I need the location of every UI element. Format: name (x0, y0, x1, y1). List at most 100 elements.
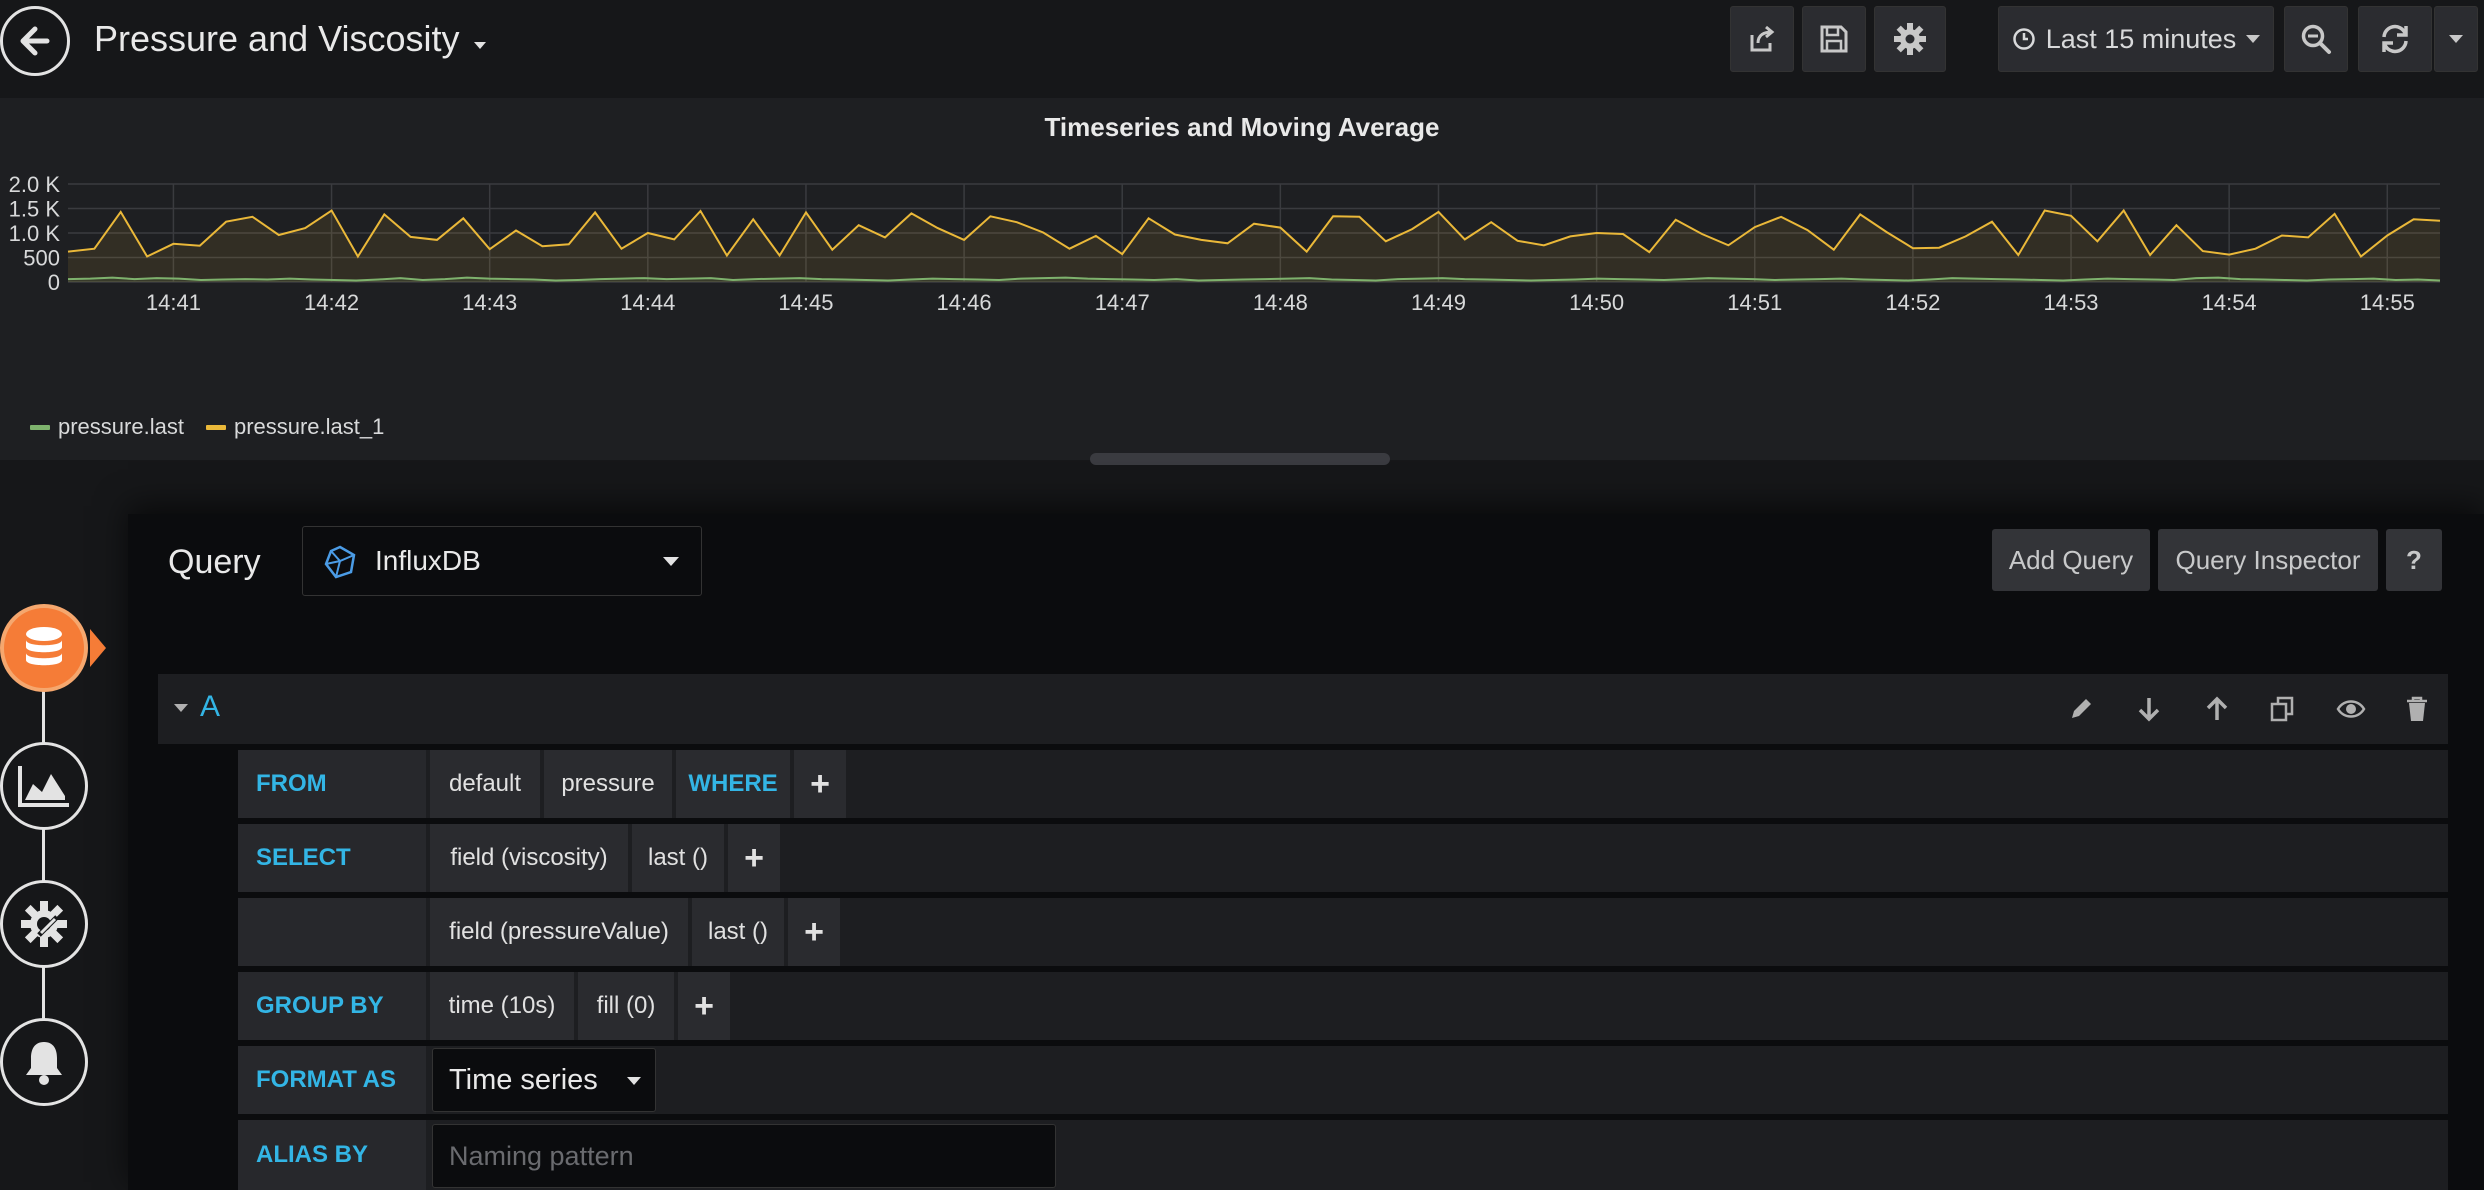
add-query-button[interactable]: Add Query (1992, 529, 2150, 591)
chevron-down-icon[interactable] (474, 42, 486, 49)
settings-button[interactable] (1874, 6, 1946, 72)
retention-policy-segment[interactable]: default (430, 750, 540, 818)
x-tick-label: 14:45 (778, 290, 833, 315)
format-as-keyword: FORMAT AS (238, 1046, 426, 1114)
trash-icon (2407, 696, 2427, 721)
measurement-segment[interactable]: pressure (544, 750, 672, 818)
legend-label: pressure.last_1 (233, 414, 385, 439)
add-select-part-button[interactable]: + (788, 898, 840, 966)
series-line-pressure-last_1 (67, 208, 2441, 259)
rail-visualization-tab[interactable] (0, 742, 88, 830)
add-where-button[interactable]: + (794, 750, 846, 818)
group-by-time-segment[interactable]: time (10s) (430, 972, 574, 1040)
delete-query-button[interactable] (2400, 692, 2434, 726)
clock-icon (2012, 28, 2035, 50)
select-keyword: SELECT (238, 824, 426, 892)
where-segment[interactable]: WHERE (676, 750, 790, 818)
add-select-part-button[interactable]: + (728, 824, 780, 892)
refresh-button[interactable] (2358, 6, 2432, 72)
edit-query-button[interactable] (2064, 692, 2098, 726)
panel-title[interactable]: Timeseries and Moving Average (1044, 112, 1440, 142)
help-button[interactable]: ? (2386, 529, 2442, 591)
legend-swatch (205, 424, 226, 430)
chevron-down-icon (2246, 35, 2261, 43)
top-navbar: Pressure and Viscosity (0, 0, 2484, 96)
chart-legend: pressure.last pressure.last_1 (30, 414, 406, 440)
fill-segment[interactable]: fill (0) (578, 972, 674, 1040)
series-line-pressure-last (67, 276, 2441, 282)
dashboard-title[interactable]: Pressure and Viscosity (94, 18, 460, 59)
gear-icon (1894, 23, 1926, 55)
database-icon (26, 627, 62, 666)
aggregation-segment[interactable]: last () (632, 824, 724, 892)
zoom-out-button[interactable] (2284, 6, 2348, 72)
time-range-label: Last 15 minutes (2045, 23, 2237, 54)
pencil-icon (2072, 699, 2091, 718)
active-tab-pointer (90, 629, 106, 667)
gear-wrench-icon (21, 901, 67, 947)
legend-item-pressure-last-1[interactable]: pressure.last_1 (205, 414, 385, 440)
toggle-visibility-button[interactable] (2334, 692, 2368, 726)
rail-general-tab[interactable] (0, 880, 88, 968)
legend-swatch (30, 424, 50, 430)
bell-icon (26, 1042, 62, 1085)
format-as-value: Time series (449, 1063, 598, 1096)
y-tick-label: 0 (48, 270, 60, 295)
x-tick-label: 14:53 (2043, 290, 2098, 315)
influxdb-icon (324, 545, 356, 579)
refresh-icon (2382, 24, 2408, 54)
eye-icon (2336, 700, 2366, 718)
from-row: FROM default pressure WHERE + (238, 750, 2448, 818)
query-row-header: A (158, 674, 2448, 744)
copy-icon (2270, 696, 2294, 722)
x-tick-label: 14:44 (620, 290, 675, 315)
group-by-row: GROUP BY time (10s) fill (0) + (238, 972, 2448, 1040)
y-tick-label: 1.0 K (9, 221, 61, 246)
format-as-row: FORMAT AS Time series (238, 1046, 2448, 1114)
y-tick-label: 2.0 K (9, 172, 61, 197)
share-button[interactable] (1730, 6, 1794, 72)
time-range-picker[interactable]: Last 15 minutes (1998, 6, 2274, 72)
query-ref-id[interactable]: A (200, 690, 221, 723)
x-tick-label: 14:54 (2202, 290, 2257, 315)
rail-alert-tab[interactable] (0, 1018, 88, 1106)
query-section-title: Query (168, 543, 261, 581)
move-up-button[interactable] (2200, 692, 2234, 726)
duplicate-query-button[interactable] (2266, 692, 2300, 726)
legend-label: pressure.last (58, 414, 184, 439)
panel-resize-handle[interactable] (1090, 453, 1390, 465)
x-tick-label: 14:41 (146, 290, 201, 315)
format-as-select[interactable]: Time series (432, 1048, 656, 1112)
arrow-left-icon (20, 26, 50, 56)
x-tick-label: 14:52 (1885, 290, 1940, 315)
arrow-down-icon (2138, 698, 2160, 722)
collapse-caret-icon[interactable] (174, 704, 188, 712)
query-inspector-button[interactable]: Query Inspector (2158, 529, 2378, 591)
save-icon (1820, 25, 1848, 53)
editor-rail-line (42, 690, 45, 1060)
y-tick-label: 1.5 K (9, 197, 61, 222)
field-viscosity-segment[interactable]: field (viscosity) (430, 824, 628, 892)
aggregation-segment[interactable]: last () (692, 898, 784, 966)
datasource-picker[interactable]: InfluxDB (302, 526, 702, 596)
legend-item-pressure-last[interactable]: pressure.last (30, 414, 184, 440)
x-tick-label: 14:43 (462, 290, 517, 315)
add-group-by-button[interactable]: + (678, 972, 730, 1040)
back-button[interactable] (0, 6, 70, 76)
x-tick-label: 14:50 (1569, 290, 1624, 315)
select-row-2: field (pressureValue) last () + (238, 898, 2448, 966)
y-tick-label: 500 (23, 246, 60, 271)
alias-by-input[interactable]: Naming pattern (432, 1124, 1056, 1188)
refresh-interval-dropdown[interactable] (2434, 6, 2478, 72)
datasource-name: InfluxDB (375, 545, 481, 576)
chevron-down-icon (627, 1077, 641, 1085)
chevron-down-icon (2449, 35, 2463, 43)
save-button[interactable] (1802, 6, 1866, 72)
x-tick-label: 14:48 (1253, 290, 1308, 315)
move-down-button[interactable] (2132, 692, 2166, 726)
x-tick-label: 14:51 (1727, 290, 1782, 315)
rail-queries-tab[interactable] (0, 604, 88, 692)
field-pressure-value-segment[interactable]: field (pressureValue) (430, 898, 688, 966)
group-by-keyword: GROUP BY (238, 972, 426, 1040)
